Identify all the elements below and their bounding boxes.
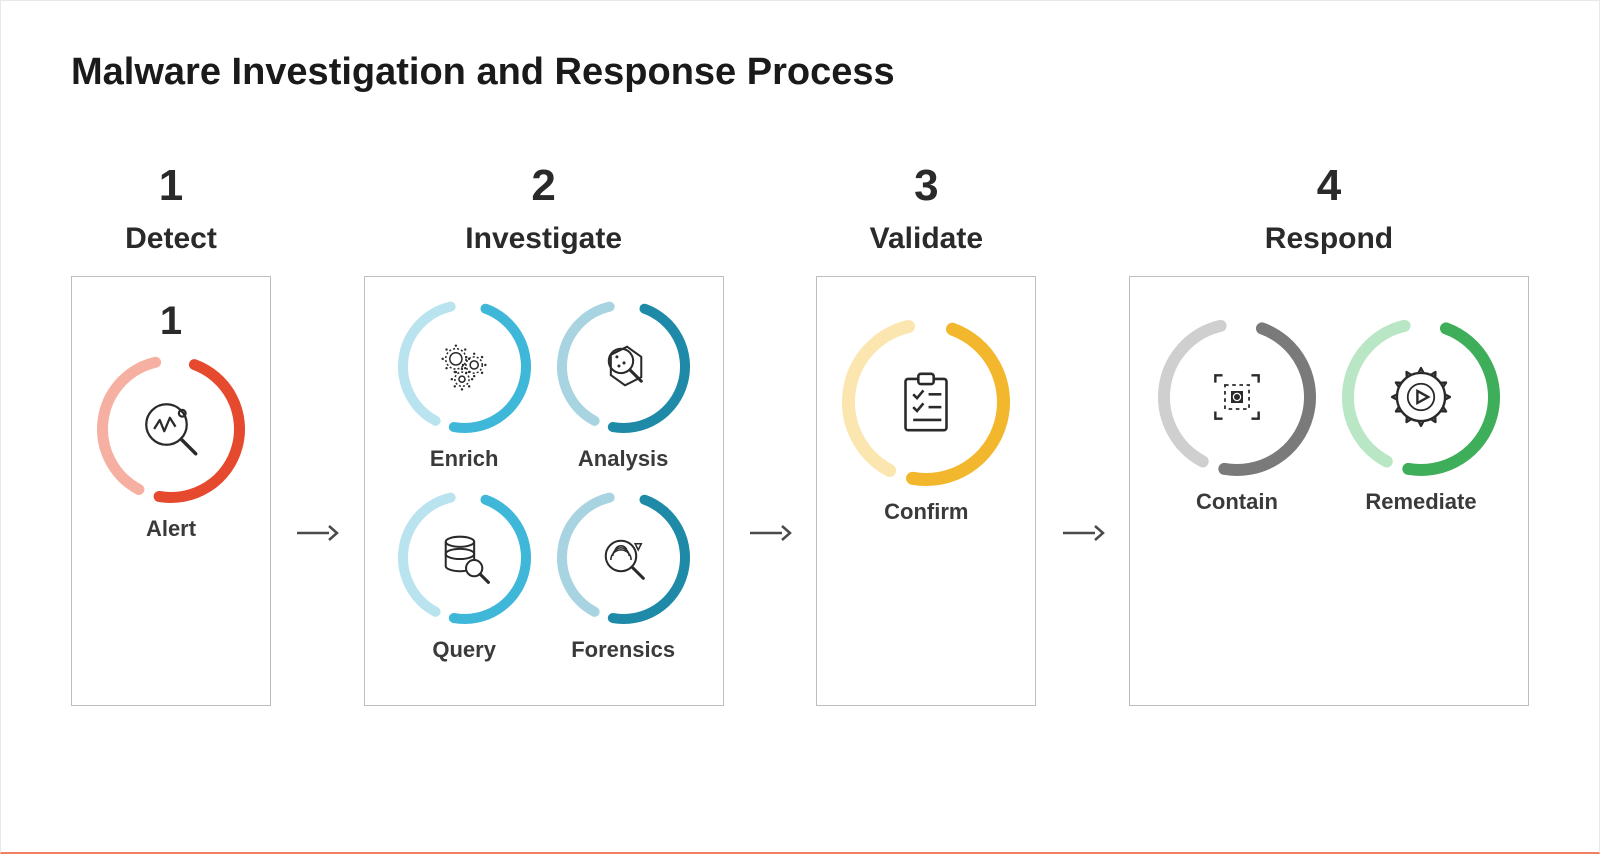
process-flow: 1 Detect 1 Alert 2 Investigate [71,164,1529,706]
ring-item-analysis: Analysis [556,299,691,472]
arrow-icon [295,521,339,550]
ring-label: Remediate [1365,489,1476,515]
progress-ring [397,490,532,625]
progress-ring [96,354,246,504]
ring-item-contain: Contain [1157,317,1317,515]
gears-icon [432,334,497,399]
forensics-icon [591,525,656,590]
progress-ring [841,317,1011,487]
remediate-icon [1382,359,1459,436]
ring-item-forensics: Forensics [556,490,691,663]
diagram-container: Malware Investigation and Response Proce… [1,1,1599,736]
stage-number: 2 [531,164,555,208]
stage-number: 1 [159,164,183,208]
stage-investigate: 2 Investigate Enrich [364,164,724,706]
ring-label: Alert [146,516,196,542]
inner-number: 1 [160,299,182,344]
ring-item-query: Query [397,490,532,663]
stage-box: Enrich Analysis [364,276,724,706]
ring-label: Analysis [578,446,669,472]
ring-item-enrich: Enrich [397,299,532,472]
stage-detect: 1 Detect 1 Alert [71,164,271,706]
progress-ring [1341,317,1501,477]
stage-name: Respond [1265,222,1393,256]
stage-box: 1 Alert [71,276,271,706]
ring-label: Enrich [430,446,498,472]
alert-icon [135,393,207,465]
stage-name: Investigate [465,222,622,256]
stage-number: 4 [1317,164,1341,208]
ring-item-alert: Alert [96,354,246,542]
stage-validate: 3 Validate Confirm [816,164,1036,706]
db-search-icon [432,525,497,590]
ring-item-remediate: Remediate [1341,317,1501,515]
stage-box: Confirm [816,276,1036,706]
progress-ring [556,299,691,434]
ring-label: Forensics [571,637,675,663]
diagram-title: Malware Investigation and Response Proce… [71,51,1529,94]
contain-icon [1198,359,1275,436]
arrow-icon [748,521,792,550]
stage-box: Contain Remediate [1129,276,1529,706]
progress-ring [556,490,691,625]
checklist-icon [885,361,967,443]
ring-label: Contain [1196,489,1278,515]
stage-name: Detect [125,222,217,256]
analysis-icon [591,334,656,399]
arrow-icon [1061,521,1105,550]
progress-ring [1157,317,1317,477]
stage-number: 3 [914,164,938,208]
progress-ring [397,299,532,434]
stage-respond: 4 Respond Contain [1129,164,1529,706]
ring-label: Confirm [884,499,968,525]
ring-item-confirm: Confirm [841,317,1011,525]
ring-label: Query [432,637,496,663]
stage-name: Validate [870,222,983,256]
